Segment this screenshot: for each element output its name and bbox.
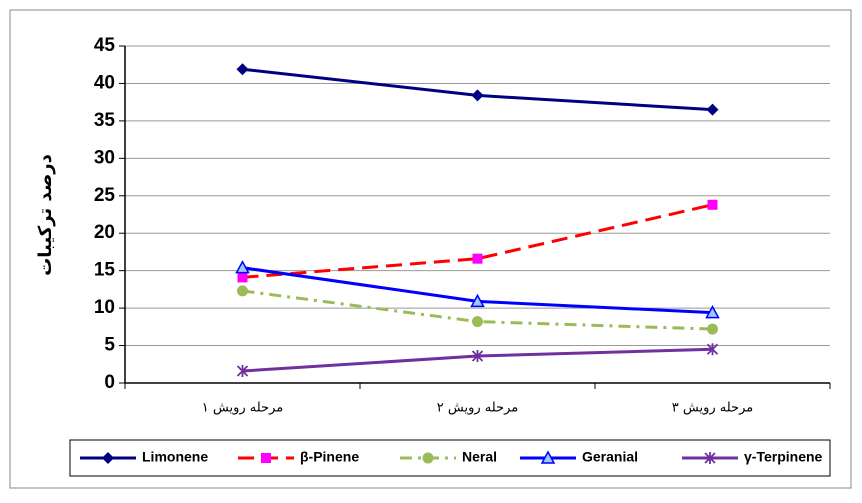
marker [237, 272, 248, 283]
y-tick-label: 5 [104, 335, 115, 356]
y-tick-label: 40 [94, 72, 115, 93]
legend-label: β-Pinene [300, 449, 359, 465]
marker [472, 253, 483, 264]
marker [707, 323, 718, 335]
y-axis-label: درصد ترکیبات [35, 154, 56, 276]
marker [471, 350, 484, 363]
marker [237, 285, 248, 297]
legend-marker [704, 452, 716, 464]
x-tick-label: مرحله رویش ۳ [672, 401, 753, 416]
marker [235, 260, 250, 274]
legend-marker [540, 450, 556, 464]
marker [707, 199, 718, 210]
legend-marker [261, 453, 271, 463]
x-tick-label: مرحله رویش ۱ [202, 401, 283, 416]
marker [470, 293, 485, 308]
marker [706, 343, 719, 356]
marker [471, 89, 484, 102]
chart-frame [9, 9, 852, 489]
legend-label: Geranial [582, 449, 638, 465]
y-tick-label: 25 [94, 185, 116, 206]
y-tick-label: 10 [94, 297, 115, 318]
y-tick-label: 30 [94, 147, 115, 168]
legend-label: γ-Terpinene [744, 449, 823, 465]
y-tick-label: 20 [94, 222, 115, 243]
legend-marker [422, 452, 434, 464]
marker [705, 305, 720, 319]
marker [706, 103, 719, 116]
legend-label: Neral [462, 449, 497, 465]
legend-label: Limonene [142, 449, 208, 465]
marker [472, 316, 483, 328]
y-tick-label: 0 [104, 372, 115, 393]
marker [236, 63, 249, 76]
x-tick-label: مرحله رویش ۲ [437, 401, 518, 416]
y-tick-label: 35 [94, 110, 116, 131]
series-line [242, 203, 713, 279]
y-tick-label: 15 [94, 260, 116, 281]
legend-marker [102, 452, 114, 464]
y-tick-label: 45 [94, 35, 116, 56]
marker [236, 365, 249, 378]
